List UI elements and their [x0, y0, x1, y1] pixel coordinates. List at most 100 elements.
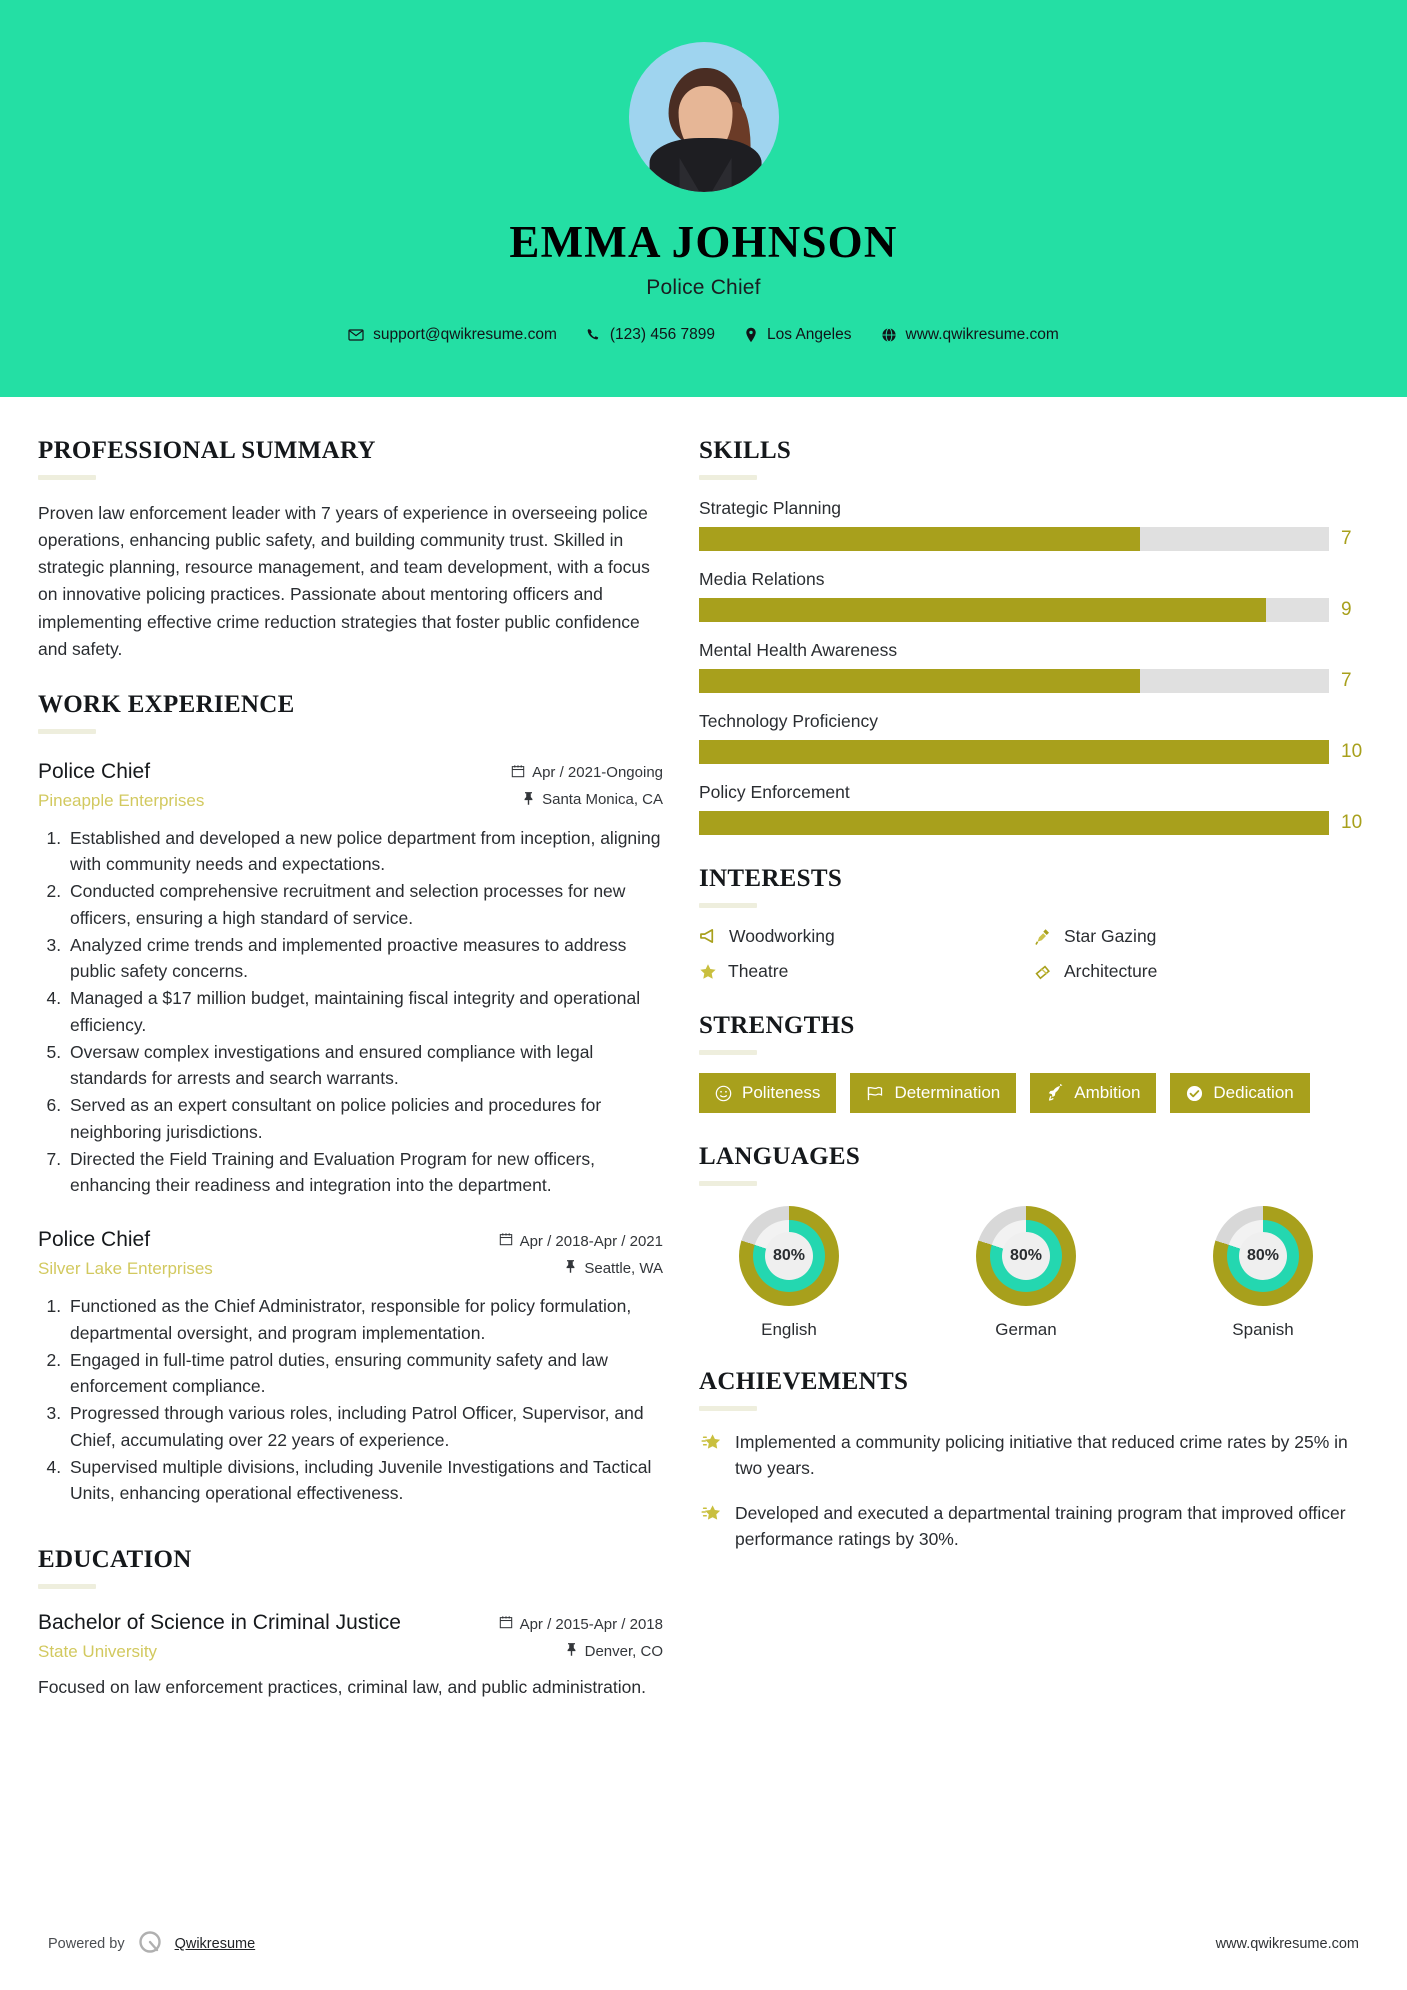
bullet-item: Supervised multiple divisions, including…	[66, 1454, 663, 1507]
education-item: Bachelor of Science in Criminal Justice …	[38, 1611, 663, 1700]
resume-header: EMMA JOHNSON Police Chief support@qwikre…	[0, 0, 1407, 397]
section-title-strengths: STRENGTHS	[699, 1012, 855, 1039]
interest-label: Woodworking	[729, 926, 835, 946]
contact-bar: support@qwikresume.com (123) 456 7899 Lo…	[348, 326, 1059, 344]
language-item: 80% Spanish	[1173, 1206, 1353, 1340]
contact-website[interactable]: www.qwikresume.com	[881, 326, 1059, 344]
experience-dates-text: Apr / 2021-Ongoing	[532, 764, 663, 782]
contact-email-text: support@qwikresume.com	[373, 325, 557, 343]
section-rule	[38, 1584, 96, 1590]
language-label: English	[761, 1320, 817, 1339]
education-description: Focused on law enforcement practices, cr…	[38, 1677, 646, 1698]
skill-fill	[699, 669, 1140, 693]
skill-fill	[699, 740, 1329, 764]
smiley-icon	[715, 1085, 732, 1102]
strength-label: Politeness	[742, 1083, 821, 1102]
rocket-icon	[1046, 1084, 1064, 1102]
avatar-body	[649, 138, 762, 192]
strength-tag: Dedication	[1170, 1073, 1310, 1113]
strength-label: Determination	[894, 1083, 1001, 1102]
skill-item: Technology Proficiency 10	[699, 711, 1371, 764]
section-title-education: EDUCATION	[38, 1546, 192, 1574]
skill-bar-row: 10	[699, 811, 1371, 835]
experience-role: Police Chief	[38, 1228, 151, 1252]
strength-tag: Politeness	[699, 1073, 837, 1113]
experience-bullets: Functioned as the Chief Administrator, r…	[38, 1293, 663, 1506]
language-donut-chart: 80%	[976, 1206, 1076, 1306]
experience-bullets: Established and developed a new police d…	[38, 825, 663, 1199]
experience-location: Santa Monica, CA	[511, 791, 663, 809]
language-donut-chart: 80%	[1213, 1206, 1313, 1306]
bullet-item: Analyzed crime trends and implemented pr…	[66, 932, 663, 985]
summary-text: Proven law enforcement leader with 7 yea…	[38, 503, 650, 659]
section-rule	[699, 1050, 757, 1055]
skill-label: Media Relations	[699, 569, 825, 589]
languages-row: 80% English 80% German 80% Spanish	[699, 1206, 1371, 1340]
interest-label: Architecture	[1064, 961, 1158, 981]
skill-track	[699, 527, 1329, 551]
pin-icon	[565, 1642, 578, 1660]
bullet-item: Progressed through various roles, includ…	[66, 1400, 663, 1453]
language-donut-chart: 80%	[739, 1206, 839, 1306]
strength-tag: Ambition	[1030, 1073, 1157, 1113]
skill-label: Mental Health Awareness	[699, 640, 898, 660]
language-item: 80% German	[936, 1206, 1116, 1340]
education-dates-text: Apr / 2015-Apr / 2018	[519, 1615, 663, 1633]
contact-email[interactable]: support@qwikresume.com	[348, 326, 557, 344]
experience-company: Pineapple Enterprises	[38, 790, 205, 810]
bullet-item: Established and developed a new police d…	[66, 825, 663, 878]
footer-website[interactable]: www.qwikresume.com	[1215, 1936, 1359, 1952]
skill-bar-row: 10	[699, 740, 1371, 764]
avatar	[628, 42, 779, 192]
experience-meta: Apr / 2021-Ongoing Santa Monica, CA	[511, 760, 663, 809]
strengths-grid: Politeness Determination Ambition	[699, 1073, 1371, 1113]
star-burst-icon	[699, 1500, 723, 1553]
education-dates: Apr / 2015-Apr / 2018	[499, 1615, 663, 1633]
bullet-item: Oversaw complex investigations and ensur…	[66, 1039, 663, 1092]
bullet-item: Engaged in full-time patrol duties, ensu…	[66, 1347, 663, 1400]
skill-item: Strategic Planning 7	[699, 498, 1371, 551]
skill-value: 10	[1341, 812, 1363, 833]
skill-fill	[699, 527, 1140, 551]
footer-brand-link[interactable]: Qwikresume	[174, 1936, 256, 1952]
contact-website-text: www.qwikresume.com	[905, 325, 1059, 343]
calendar-icon	[499, 1232, 513, 1250]
education-meta: Apr / 2015-Apr / 2018 Denver, CO	[499, 1611, 663, 1660]
calendar-icon	[511, 764, 525, 782]
section-title-summary: PROFESSIONAL SUMMARY	[38, 437, 376, 464]
education-school: State University	[38, 1642, 158, 1662]
page-title: EMMA JOHNSON	[509, 217, 898, 267]
education-degree: Bachelor of Science in Criminal Justice	[38, 1611, 401, 1635]
experience-location-text: Seattle, WA	[584, 1259, 663, 1277]
avatar-collar-right	[711, 158, 732, 192]
interest-item: Woodworking	[699, 926, 1035, 947]
interests-grid: Woodworking Star Gazing Theatre	[699, 926, 1371, 982]
skill-value: 9	[1341, 599, 1352, 620]
interest-item: Architecture	[1035, 961, 1371, 982]
skill-fill	[699, 598, 1266, 622]
bullet-item: Served as an expert consultant on police…	[66, 1092, 663, 1145]
contact-phone[interactable]: (123) 456 7899	[586, 326, 715, 344]
skill-label: Policy Enforcement	[699, 782, 850, 802]
section-rule	[38, 475, 96, 480]
globe-icon	[881, 327, 897, 343]
flag-icon	[866, 1085, 884, 1102]
language-label: Spanish	[1232, 1320, 1294, 1339]
experience-meta: Apr / 2018-Apr / 2021 Seattle, WA	[499, 1228, 663, 1277]
experience-header: Police Chief Pineapple Enterprises Apr /…	[38, 760, 663, 811]
skill-track	[699, 740, 1329, 764]
skill-item: Policy Enforcement 10	[699, 782, 1371, 835]
footer-powered-label: Powered by	[48, 1936, 125, 1952]
experience-dates: Apr / 2018-Apr / 2021	[499, 1232, 663, 1250]
interest-item: Star Gazing	[1035, 926, 1371, 947]
section-professional-summary: PROFESSIONAL SUMMARY Proven law enforcem…	[38, 437, 663, 663]
skill-bar-row: 9	[699, 598, 1371, 622]
left-column: PROFESSIONAL SUMMARY Proven law enforcem…	[38, 437, 663, 1701]
strength-label: Dedication	[1213, 1083, 1294, 1102]
achievement-text: Developed and executed a departmental tr…	[735, 1502, 1346, 1549]
pencil-ruler-icon	[1035, 963, 1053, 981]
avatar-face	[649, 68, 762, 192]
experience-company: Silver Lake Enterprises	[38, 1259, 213, 1279]
skill-label: Strategic Planning	[699, 498, 842, 518]
skill-track	[699, 598, 1329, 622]
